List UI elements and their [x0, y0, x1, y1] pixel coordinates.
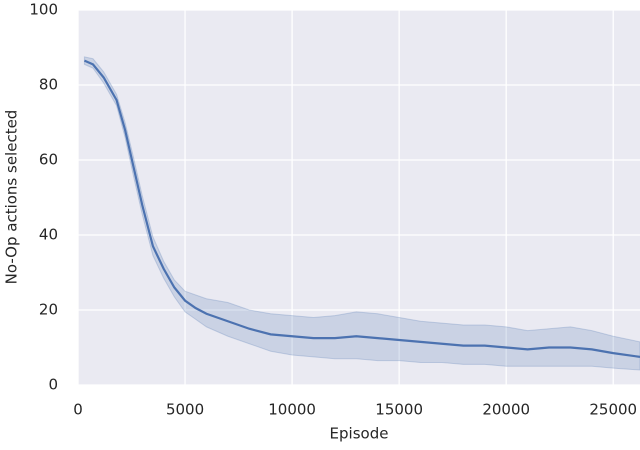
y-tick-label: 20: [39, 301, 58, 319]
x-tick-label: 0: [73, 401, 83, 419]
x-tick-label: 15000: [375, 401, 423, 419]
plot-background: [78, 10, 640, 385]
y-tick-label: 60: [39, 151, 58, 169]
line: [83, 59, 640, 358]
y-tick-label: 80: [39, 76, 58, 94]
x-tick-label: 25000: [589, 401, 637, 419]
x-tick-label: 10000: [268, 401, 316, 419]
x-tick-label: 20000: [482, 401, 530, 419]
y-axis-label: No-Op actions selected: [3, 110, 21, 285]
y-tick-label: 100: [29, 1, 58, 19]
confidence-band: [83, 56, 640, 371]
y-tick-label: 40: [39, 226, 58, 244]
x-axis-label: Episode: [330, 425, 389, 443]
y-tick-label: 0: [48, 376, 58, 394]
x-tick-label: 5000: [166, 401, 204, 419]
